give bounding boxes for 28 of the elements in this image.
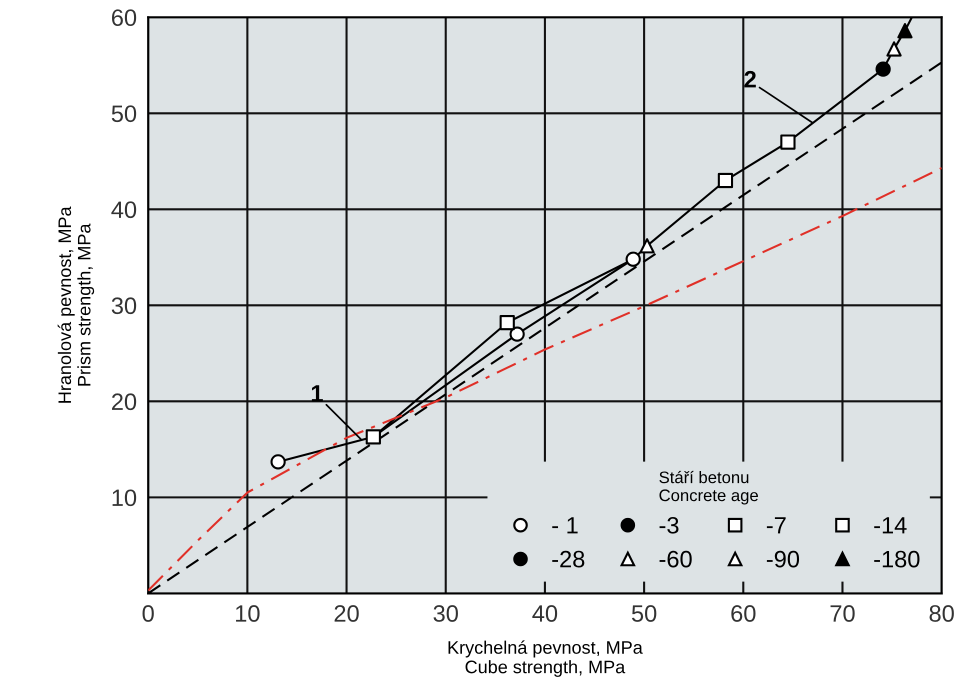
legend-label: -28	[552, 550, 584, 568]
legend-label: -60	[660, 550, 692, 568]
x-tick-label: 20	[334, 605, 359, 622]
legend-label: -7	[766, 517, 786, 534]
legend-title: Stáří betonu Concrete age	[659, 470, 758, 505]
y-tick-label: 60	[112, 9, 136, 26]
y-axis-title: Hranolová pevnost, MPa Prism strength, MPa	[58, 206, 94, 403]
x-tick-label: 80	[930, 605, 954, 622]
x-tick-label: 30	[434, 605, 458, 622]
y-tick-label: 20	[112, 393, 136, 410]
annotation: 2	[744, 70, 756, 88]
x-tick-label: 0	[142, 605, 154, 622]
legend-label: -3	[660, 516, 678, 534]
legend-label: - 1	[552, 517, 578, 534]
x-tick-label: 40	[532, 605, 558, 622]
x-tick-label: 60	[731, 605, 756, 622]
y-tick-label: 10	[112, 489, 136, 506]
y-tick-label: 40	[111, 201, 136, 218]
x-tick-label: 10	[236, 605, 260, 622]
legend-label: -14	[874, 517, 907, 534]
annotation: 1	[312, 385, 323, 402]
x-tick-label: 50	[632, 605, 656, 622]
x-axis-title: Krychelná pevnost, MPa Cube strength, MPa	[448, 640, 643, 677]
legend-label: -90	[766, 550, 800, 568]
legend-label: -180	[874, 550, 920, 568]
y-tick-label: 50	[112, 105, 136, 122]
x-tick-label: 70	[830, 605, 855, 622]
y-tick-label: 30	[112, 297, 136, 314]
